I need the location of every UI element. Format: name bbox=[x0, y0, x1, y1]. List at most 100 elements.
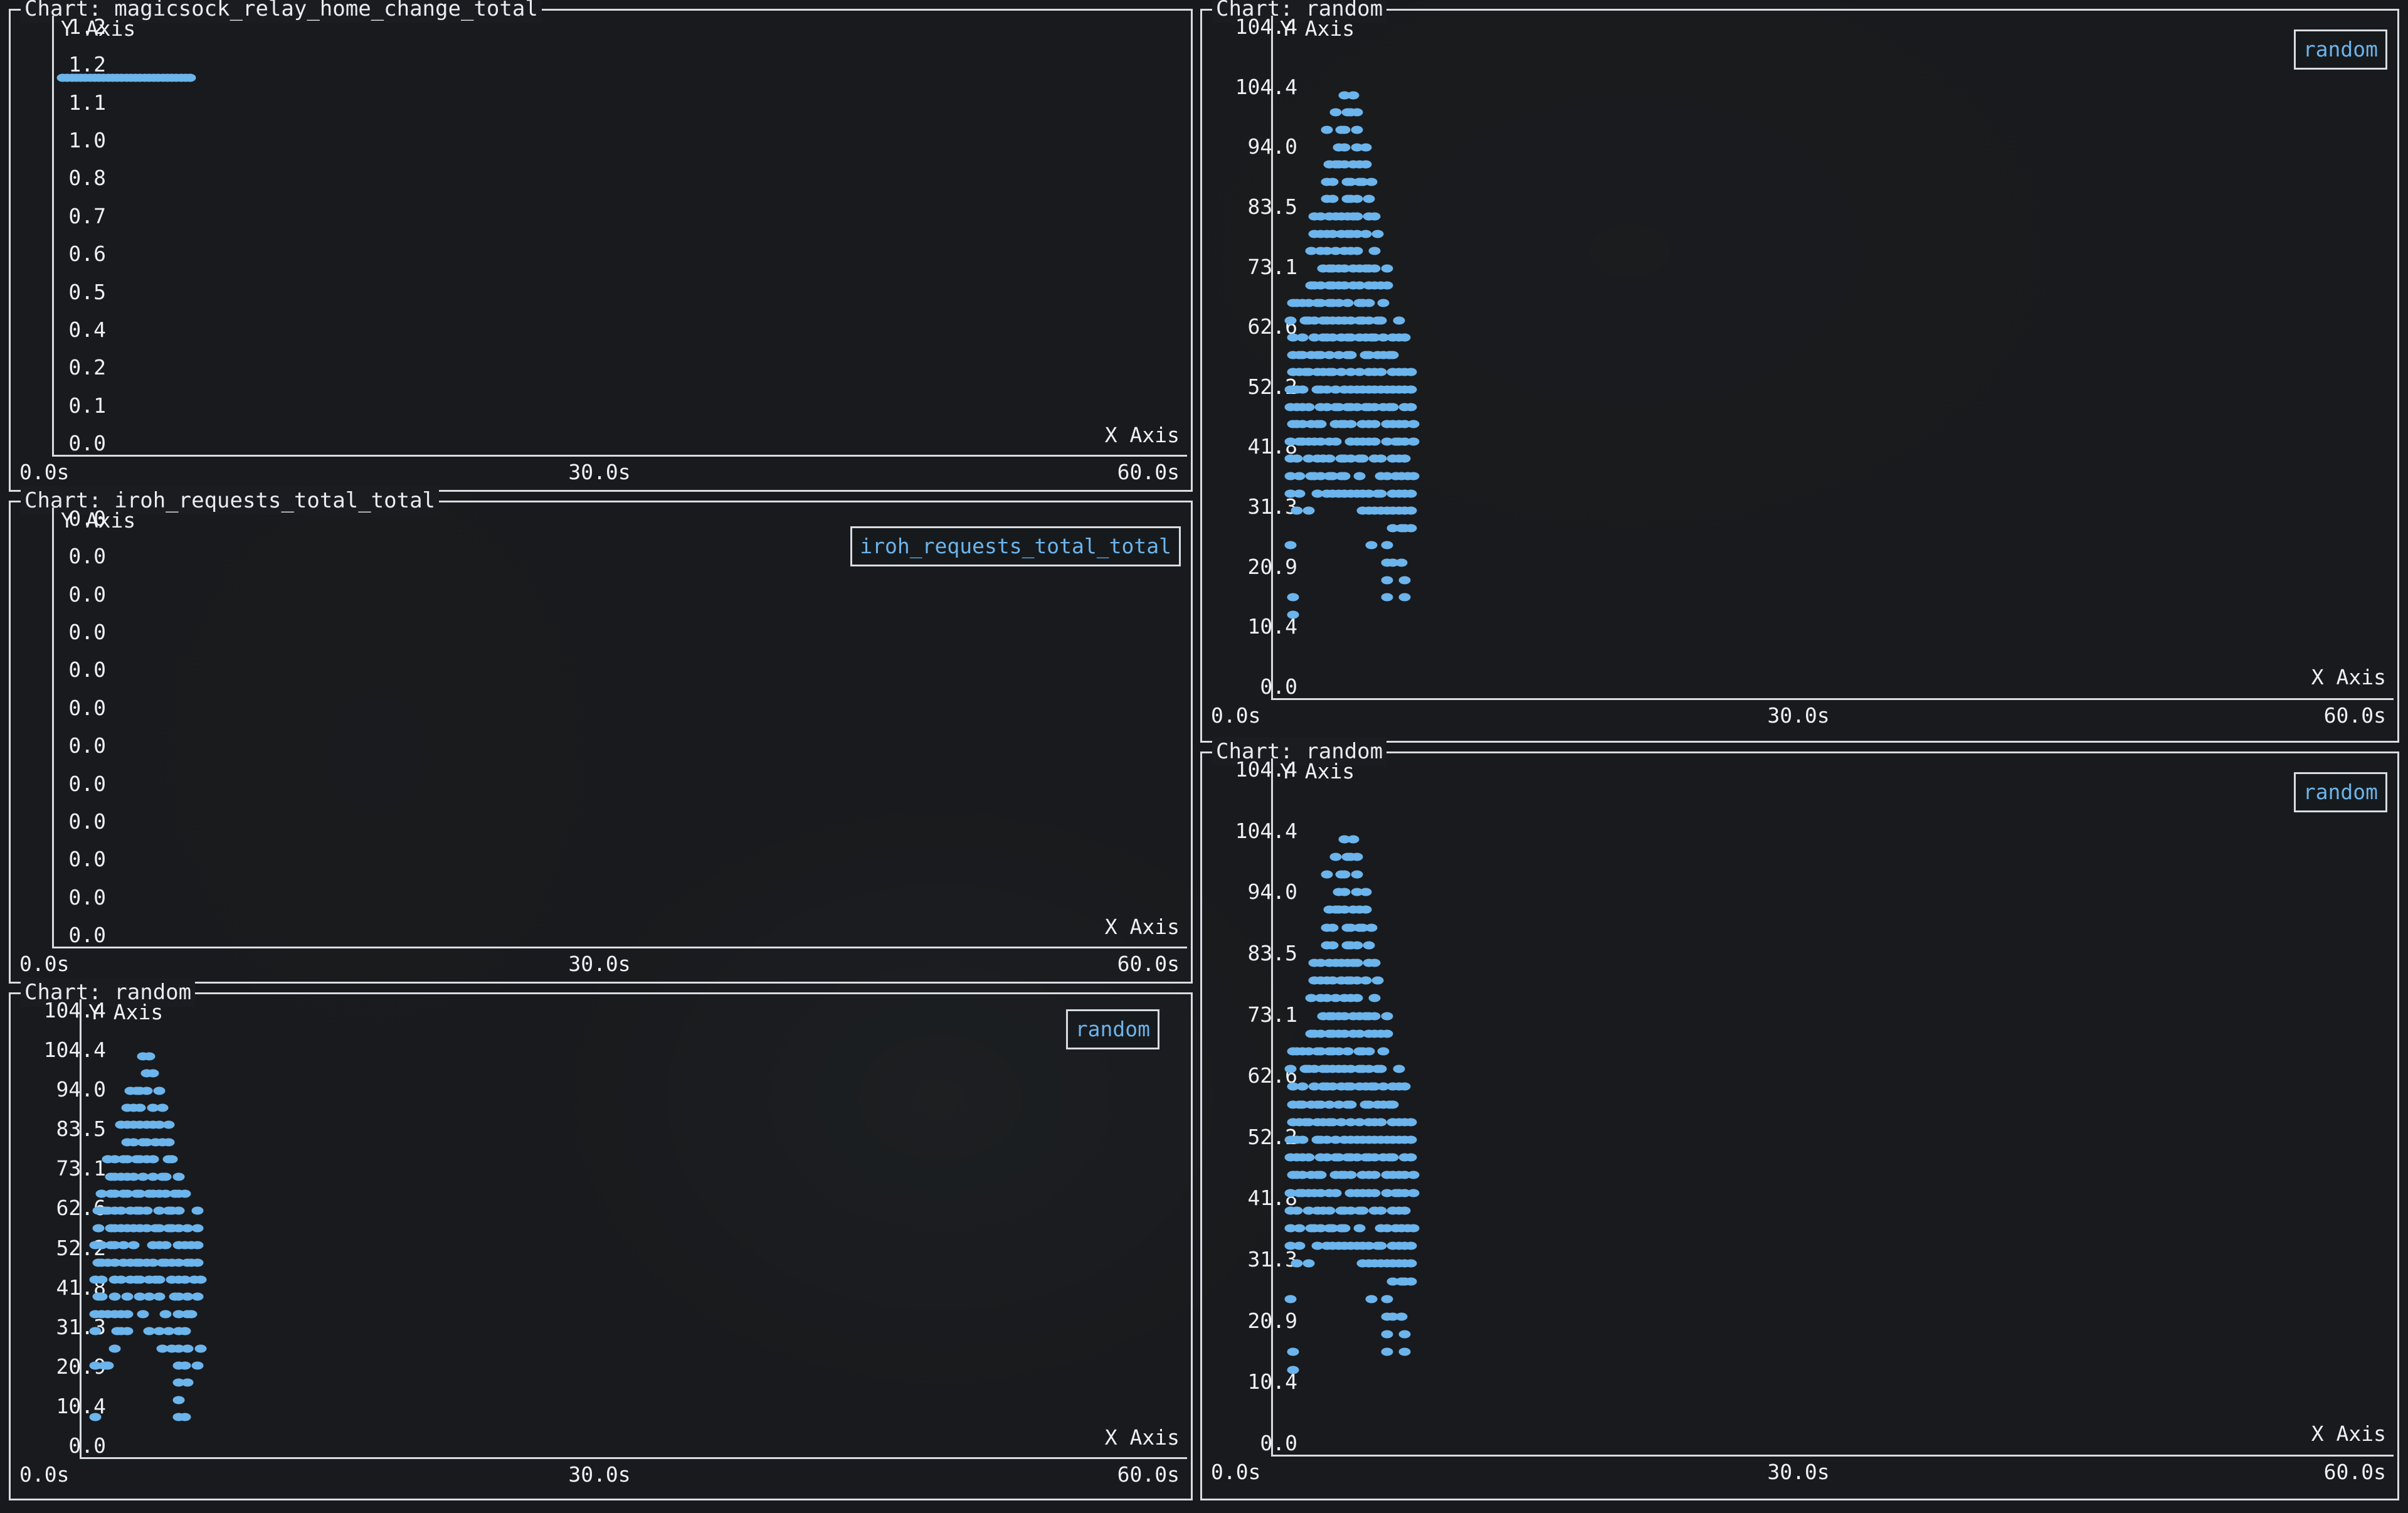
chart-panel-random-bottom-left[interactable]: Chart: random 104.4104.494.083.573.162.6… bbox=[9, 978, 1193, 1500]
data-point bbox=[1381, 593, 1393, 602]
data-point bbox=[1351, 212, 1363, 221]
data-point bbox=[1356, 1206, 1369, 1215]
chart-legend-iroh-requests[interactable]: iroh_requests_total_total bbox=[850, 526, 1181, 566]
data-point bbox=[140, 1086, 153, 1095]
data-point bbox=[1360, 143, 1372, 152]
data-point bbox=[181, 1224, 194, 1233]
data-point bbox=[1293, 1224, 1306, 1233]
data-point bbox=[134, 1103, 146, 1112]
x-axis-ticks-random-top-right: 0.0s 30.0s 60.0s bbox=[1211, 704, 2386, 730]
plot-area-random-bottom-right[interactable] bbox=[1273, 758, 2394, 1455]
chart-panel-iroh-requests[interactable]: Chart: iroh_requests_total_total 0.0 0.0 0… bbox=[9, 486, 1193, 984]
data-point bbox=[1381, 281, 1393, 290]
chart-panel-random-top-right[interactable]: Chart: random 104.4104.494.083.573.162.6… bbox=[1200, 0, 2399, 743]
y-axis-tick: 0.8 bbox=[68, 166, 106, 191]
data-point bbox=[159, 1189, 172, 1198]
data-point bbox=[1377, 1082, 1390, 1091]
data-point bbox=[1407, 1171, 1420, 1179]
data-point bbox=[147, 1103, 159, 1112]
data-point bbox=[1405, 403, 1417, 411]
data-point bbox=[1287, 1366, 1299, 1374]
data-point bbox=[1398, 593, 1411, 602]
data-point bbox=[194, 1275, 207, 1284]
y-axis-tick: 0.0 bbox=[68, 544, 106, 569]
x-axis-ticks-iroh-requests: 0.0s 30.0s 60.0s bbox=[19, 953, 1180, 978]
data-point bbox=[1375, 316, 1387, 325]
data-point bbox=[1329, 108, 1342, 117]
y-axis-tick: 1.0 bbox=[68, 128, 106, 153]
data-point bbox=[1405, 385, 1417, 394]
data-point bbox=[1338, 143, 1351, 152]
data-point bbox=[153, 1224, 166, 1233]
data-point bbox=[1302, 403, 1315, 411]
data-point bbox=[121, 1155, 134, 1164]
y-axis-line-random-bottom-right bbox=[1271, 758, 1273, 1455]
data-point bbox=[134, 1189, 146, 1198]
data-point bbox=[147, 1258, 159, 1267]
data-point bbox=[1353, 472, 1366, 480]
plot-area-magicsock[interactable] bbox=[54, 16, 1187, 455]
y-axis-line-random-top-right bbox=[1271, 16, 1273, 698]
y-axis-tick: 1.2 bbox=[68, 14, 106, 39]
chart-panel-magicsock[interactable]: Chart: magicsock_relay_home_change_total… bbox=[9, 0, 1193, 492]
data-point bbox=[156, 1103, 169, 1112]
y-axis-tick: 1.1 bbox=[68, 90, 106, 115]
data-point bbox=[1284, 541, 1297, 549]
data-point bbox=[172, 1224, 185, 1233]
chart-legend-random-bottom-left[interactable]: random bbox=[1065, 1009, 1159, 1049]
data-point bbox=[1360, 905, 1372, 914]
chart-legend-random-top-right[interactable]: random bbox=[2293, 29, 2387, 70]
y-axis-label-random-top-right: Y Axis bbox=[1280, 16, 1355, 41]
plot-area-random-top-right[interactable] bbox=[1273, 16, 2394, 698]
chart-legend-random-bottom-right[interactable]: random bbox=[2293, 772, 2387, 812]
x-axis-line-random-top-right bbox=[1271, 698, 2394, 700]
data-point bbox=[1377, 333, 1390, 342]
data-point bbox=[1326, 941, 1339, 950]
data-point bbox=[108, 1241, 121, 1250]
data-point bbox=[181, 1292, 194, 1301]
plot-area-random-bottom-left[interactable] bbox=[82, 999, 1187, 1457]
data-point bbox=[179, 1361, 191, 1370]
data-point bbox=[162, 1327, 175, 1335]
chart-panel-random-bottom-right[interactable]: Chart: random 104.4104.494.083.573.162.6… bbox=[1200, 737, 2399, 1500]
y-axis-tick: 104.4 bbox=[43, 1038, 106, 1063]
x-axis-tick: 60.0s bbox=[1117, 952, 1180, 976]
x-axis-ticks-random-bottom-right: 0.0s 30.0s 60.0s bbox=[1211, 1461, 2386, 1486]
data-point bbox=[1284, 316, 1297, 325]
x-axis-tick: 0.0s bbox=[1211, 1460, 1261, 1484]
data-point bbox=[1293, 1241, 1306, 1250]
y-axis-tick: 0.1 bbox=[68, 393, 106, 418]
data-point bbox=[1351, 194, 1363, 203]
data-point bbox=[1381, 1029, 1393, 1038]
data-point bbox=[1363, 194, 1375, 203]
data-point bbox=[1407, 1189, 1420, 1197]
data-point bbox=[172, 1310, 185, 1319]
data-point bbox=[143, 1327, 156, 1335]
y-axis-tick: 0.0 bbox=[68, 581, 106, 607]
data-point bbox=[153, 1206, 166, 1215]
data-point bbox=[95, 1275, 108, 1284]
data-point bbox=[1395, 1312, 1408, 1321]
y-axis-tick: 0.4 bbox=[68, 317, 106, 342]
data-point bbox=[1344, 1171, 1357, 1179]
data-point bbox=[1405, 1259, 1417, 1268]
x-axis-line-magicsock bbox=[52, 455, 1187, 457]
data-point bbox=[1338, 472, 1351, 480]
y-axis-tick: 0.0 bbox=[1260, 1431, 1297, 1455]
y-axis-tick: 104.4 bbox=[43, 998, 106, 1022]
x-axis-tick: 60.0s bbox=[2323, 1460, 2386, 1484]
plot-area-iroh-requests[interactable] bbox=[54, 507, 1187, 947]
data-point bbox=[1293, 489, 1306, 498]
chart-title-random-bottom-left: Chart: random bbox=[21, 978, 196, 1007]
data-point bbox=[191, 1241, 204, 1250]
y-axis-line-random-bottom-left bbox=[80, 999, 82, 1457]
data-point bbox=[102, 1361, 114, 1370]
data-point bbox=[1405, 1135, 1417, 1144]
x-axis-tick: 60.0s bbox=[2323, 703, 2386, 728]
data-point bbox=[1398, 1206, 1411, 1215]
data-point bbox=[1344, 1100, 1357, 1109]
data-point bbox=[1375, 1064, 1387, 1073]
data-point bbox=[1405, 1153, 1417, 1162]
data-point bbox=[1353, 281, 1366, 290]
data-point bbox=[159, 1310, 172, 1319]
